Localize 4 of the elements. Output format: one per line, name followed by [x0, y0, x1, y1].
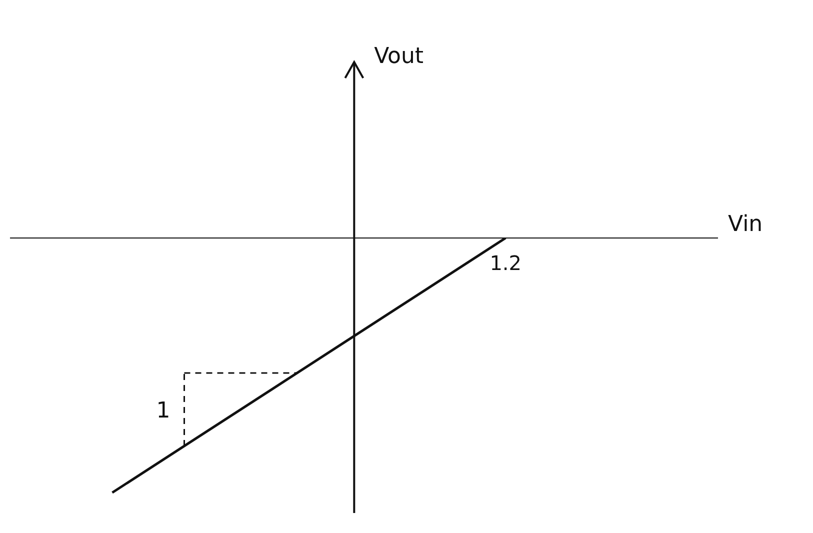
annotation: 1.2 [490, 251, 522, 276]
text: Vout [374, 44, 424, 69]
annotation: 1 [156, 398, 170, 424]
text: Vin [728, 212, 763, 237]
